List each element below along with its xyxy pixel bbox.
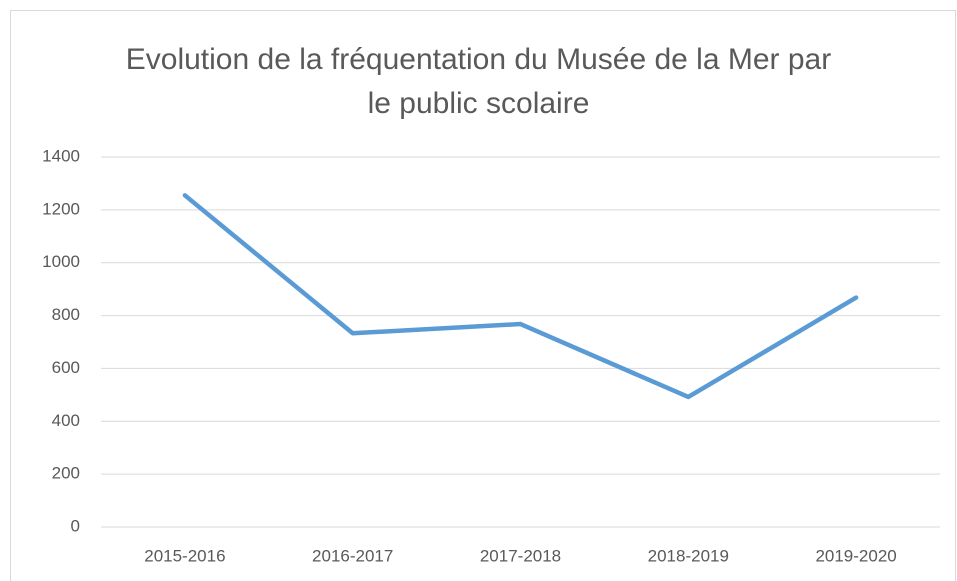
x-tick-label: 2017-2018 xyxy=(480,546,561,565)
y-tick-label: 200 xyxy=(52,464,80,483)
chart-title: Evolution de la fréquentation du Musée d… xyxy=(125,43,832,120)
y-tick-label: 0 xyxy=(71,516,80,535)
y-tick-label: 1200 xyxy=(42,199,80,218)
y-tick-label: 1400 xyxy=(42,146,80,165)
chart-border xyxy=(10,10,956,581)
x-tick-label: 2018-2019 xyxy=(648,546,729,565)
y-tick-label: 400 xyxy=(52,411,80,430)
data-line xyxy=(182,193,859,400)
y-tick-label: 800 xyxy=(52,305,80,324)
x-tick-label: 2016-2017 xyxy=(312,546,393,565)
y-tick-label: 600 xyxy=(52,358,80,377)
x-tick-label: 2015-2016 xyxy=(144,546,225,565)
chart-title-box: Evolution de la fréquentation du Musée d… xyxy=(0,38,957,126)
y-tick-label: 1000 xyxy=(42,252,80,271)
x-tick-label: 2019-2020 xyxy=(815,546,896,565)
